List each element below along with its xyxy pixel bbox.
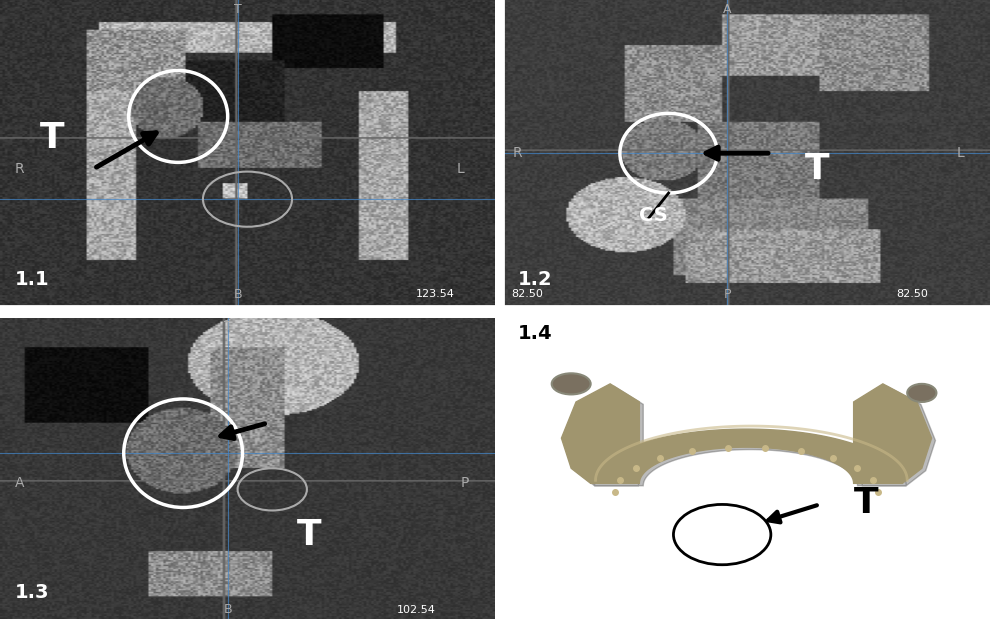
Text: 1.2: 1.2 bbox=[518, 270, 552, 289]
Ellipse shape bbox=[552, 373, 591, 394]
Text: T: T bbox=[40, 121, 64, 155]
Text: T: T bbox=[297, 517, 322, 552]
Text: T: T bbox=[224, 320, 232, 333]
Text: 1.1: 1.1 bbox=[15, 270, 49, 289]
Text: 1.3: 1.3 bbox=[15, 583, 49, 602]
Ellipse shape bbox=[907, 384, 936, 402]
Polygon shape bbox=[561, 384, 932, 483]
Text: P: P bbox=[723, 288, 731, 301]
Text: L: L bbox=[456, 162, 464, 176]
Text: P: P bbox=[461, 477, 469, 490]
Text: R: R bbox=[15, 162, 25, 176]
Text: A: A bbox=[15, 477, 25, 490]
Text: B: B bbox=[223, 604, 232, 617]
Text: T: T bbox=[805, 152, 830, 186]
Polygon shape bbox=[565, 386, 935, 486]
Text: 82.50: 82.50 bbox=[511, 289, 543, 299]
Text: 123.54: 123.54 bbox=[416, 289, 455, 299]
Text: T: T bbox=[854, 487, 878, 521]
Text: T: T bbox=[234, 2, 241, 15]
Text: 1.4: 1.4 bbox=[518, 324, 552, 343]
Text: A: A bbox=[723, 2, 731, 15]
Text: 102.54: 102.54 bbox=[396, 605, 435, 615]
Text: 82.50: 82.50 bbox=[896, 289, 928, 299]
Text: R: R bbox=[513, 146, 522, 160]
Text: B: B bbox=[233, 288, 242, 301]
Text: CS: CS bbox=[639, 206, 668, 225]
Text: L: L bbox=[957, 146, 965, 160]
